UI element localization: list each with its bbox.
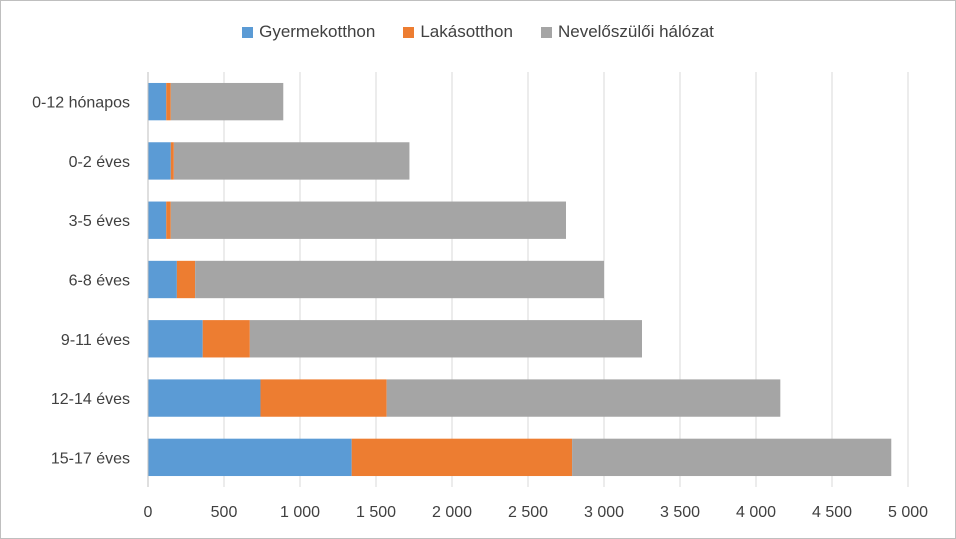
legend-label-nevelszuloi-halozat: Nevelőszülői hálózat (557, 22, 714, 41)
bar-segment (148, 438, 352, 477)
y-tick-label: 12-14 éves (51, 391, 130, 408)
bar-segment (260, 379, 387, 417)
y-tick-label: 6-8 éves (69, 273, 130, 290)
bar-segment (148, 379, 261, 417)
bar-segment (148, 260, 177, 299)
bar-segment (148, 142, 171, 180)
bar-segment (351, 438, 573, 477)
y-tick-label: 15-17 éves (51, 450, 130, 467)
bar-segment (148, 82, 167, 121)
x-tick-label: 5 000 (888, 504, 928, 521)
bar-segment (170, 82, 284, 121)
bar-segment (386, 379, 781, 417)
legend-item-nevelszuloi-halozat: Nevelőszülői hálózat (540, 22, 714, 42)
bar-segment (166, 201, 171, 239)
y-tick-label: 9-11 éves (61, 332, 130, 349)
legend-swatch-gyermekotthon (242, 26, 254, 38)
x-tick-label: 3 500 (660, 504, 700, 521)
bar-segment (166, 82, 171, 121)
legend-label-gyermekotthon: Gyermekotthon (259, 22, 376, 41)
bar-segment (249, 320, 642, 358)
bar-segment (170, 201, 567, 239)
x-tick-label: 2 000 (432, 504, 472, 521)
x-tick-label: 3 000 (584, 504, 624, 521)
bar-segment (148, 320, 203, 358)
bar-segment (170, 142, 174, 180)
x-tick-label: 4 000 (736, 504, 776, 521)
x-tick-label: 1 000 (280, 504, 320, 521)
bar-segment (202, 320, 250, 358)
x-tick-label: 4 500 (812, 504, 852, 521)
legend-item-lakasotthon: Lakásotthon (403, 22, 513, 42)
legend-swatch-nevelszuloi-halozat (540, 26, 552, 38)
bar-segment (148, 201, 167, 239)
y-tick-label: 0-2 éves (69, 154, 130, 171)
x-tick-label: 500 (211, 504, 238, 521)
y-tick-label: 3-5 éves (69, 213, 130, 230)
x-tick-label: 1 500 (356, 504, 396, 521)
x-tick-label: 0 (144, 504, 153, 521)
legend-label-lakasotthon: Lakásotthon (420, 22, 513, 41)
legend-item-gyermekotthon: Gyermekotthon (242, 22, 375, 42)
bar-segment (195, 260, 604, 299)
legend-swatch-lakasotthon (403, 26, 415, 38)
legend: Gyermekotthon Lakásotthon Nevelőszülői h… (0, 20, 956, 44)
x-tick-label: 2 500 (508, 504, 548, 521)
bar-segment (572, 438, 892, 477)
bar-segment (176, 260, 196, 299)
y-tick-label: 0-12 hónapos (32, 95, 130, 112)
bar-segment (173, 142, 410, 180)
